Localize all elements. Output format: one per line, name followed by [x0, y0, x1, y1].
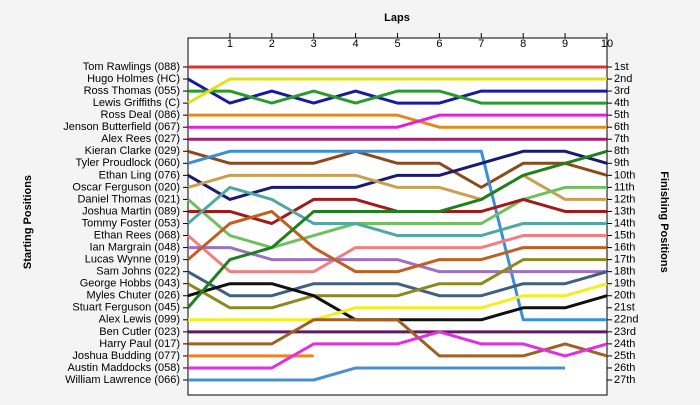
start-label: Lewis Griffiths (C)	[93, 97, 180, 109]
y2-tick-label: 14th	[614, 217, 635, 229]
x-tick-label: 4	[353, 38, 359, 50]
position-line	[187, 209, 607, 274]
position-line	[188, 89, 607, 105]
start-label: Joshua Martin (089)	[82, 205, 180, 217]
start-label: Tyler Proudlock (060)	[75, 157, 180, 169]
y2-tick-label: 26th	[614, 362, 635, 374]
position-line	[187, 149, 607, 322]
position-line	[187, 173, 607, 201]
y2-tick-label: 9th	[614, 157, 629, 169]
start-label: Jenson Butterfield (067)	[63, 121, 180, 133]
position-line	[188, 246, 607, 274]
y2-tick-label: 3rd	[614, 85, 630, 97]
y2-tick-label: 17th	[614, 254, 635, 266]
x-tick-label: 8	[520, 38, 526, 50]
start-label: Kieran Clarke (029)	[85, 145, 180, 157]
y2-tick-label: 12th	[614, 193, 635, 205]
start-label: Stuart Ferguson (045)	[72, 302, 180, 314]
start-label: Tommy Foster (053)	[82, 217, 180, 229]
y2-tick-label: 15th	[614, 229, 635, 241]
y2-tick-label: 13th	[614, 205, 635, 217]
x-tick-label: 5	[394, 38, 400, 50]
start-label: Oscar Ferguson (020)	[72, 181, 180, 193]
y2-tick-label: 11th	[614, 181, 635, 193]
position-line	[187, 185, 607, 238]
position-line	[187, 77, 607, 105]
start-label: Ben Cutler (023)	[99, 326, 180, 338]
start-label: Ethan Ling (076)	[99, 169, 180, 181]
x-tick-label: 6	[436, 38, 442, 50]
y2-tick-label: 19th	[614, 278, 635, 290]
position-line	[188, 318, 608, 358]
y2-tick-label: 10th	[614, 169, 635, 181]
start-label: Alex Rees (027)	[101, 133, 180, 145]
y2-axis-title: Finishing Positions	[658, 171, 670, 272]
position-line	[188, 113, 607, 129]
y2-tick-label: 18th	[614, 266, 635, 278]
start-label: Hugo Holmes (HC)	[87, 73, 180, 85]
y2-tick-label: 22nd	[614, 314, 638, 326]
x-tick-label: 10	[601, 38, 613, 50]
y2-tick-label: 7th	[614, 133, 629, 145]
position-line	[188, 330, 608, 370]
y2-tick-label: 24th	[614, 338, 635, 350]
start-label: Myles Chuter (026)	[86, 290, 180, 302]
position-line	[187, 77, 607, 105]
y2-tick-label: 25th	[614, 350, 635, 362]
start-label: Alex Lewis (099)	[99, 314, 180, 326]
start-label: George Hobbs (043)	[80, 278, 180, 290]
start-label: Ian Margrain (048)	[90, 241, 181, 253]
start-label: Ross Deal (086)	[101, 109, 180, 121]
y2-tick-label: 2nd	[614, 73, 632, 85]
y2-tick-label: 20th	[614, 290, 635, 302]
y2-tick-label: 16th	[614, 241, 635, 253]
position-line	[188, 113, 607, 129]
position-line	[188, 282, 608, 322]
y2-tick-label: 6th	[614, 121, 629, 133]
start-label: Lucas Wynne (019)	[85, 254, 180, 266]
position-line	[187, 270, 608, 298]
x-tick-label: 7	[478, 38, 484, 50]
position-line	[187, 185, 607, 250]
start-label: Joshua Budding (077)	[72, 350, 180, 362]
start-label: Ross Thomas (055)	[84, 85, 180, 97]
x-tick-label: 2	[269, 38, 275, 50]
y-axis-title: Starting Positions	[22, 175, 34, 269]
position-line	[187, 258, 607, 310]
x-tick-label: 3	[311, 38, 317, 50]
start-label: William Lawrence (066)	[65, 374, 180, 386]
y2-tick-label: 27th	[614, 374, 635, 386]
y2-tick-label: 4th	[614, 97, 629, 109]
y2-tick-label: 8th	[614, 145, 629, 157]
x-axis-title: Laps	[384, 12, 410, 24]
x-tick-label: 9	[562, 38, 568, 50]
start-label: Sam Johns (022)	[96, 266, 180, 278]
position-line	[187, 149, 608, 201]
position-line	[187, 149, 608, 189]
start-label: Ethan Rees (068)	[94, 229, 180, 241]
start-label: Daniel Thomas (021)	[77, 193, 180, 205]
y2-tick-label: 1st	[614, 61, 629, 73]
start-label: Austin Maddocks (058)	[68, 362, 181, 374]
y2-tick-label: 5th	[614, 109, 629, 121]
y2-tick-label: 21st	[614, 302, 635, 314]
start-label: Tom Rawlings (088)	[83, 61, 180, 73]
position-line	[188, 366, 566, 382]
position-line	[187, 234, 607, 274]
start-label: Harry Paul (017)	[99, 338, 180, 350]
x-tick-label: 1	[227, 38, 233, 50]
y2-tick-label: 23rd	[614, 326, 636, 338]
position-line	[186, 149, 608, 309]
